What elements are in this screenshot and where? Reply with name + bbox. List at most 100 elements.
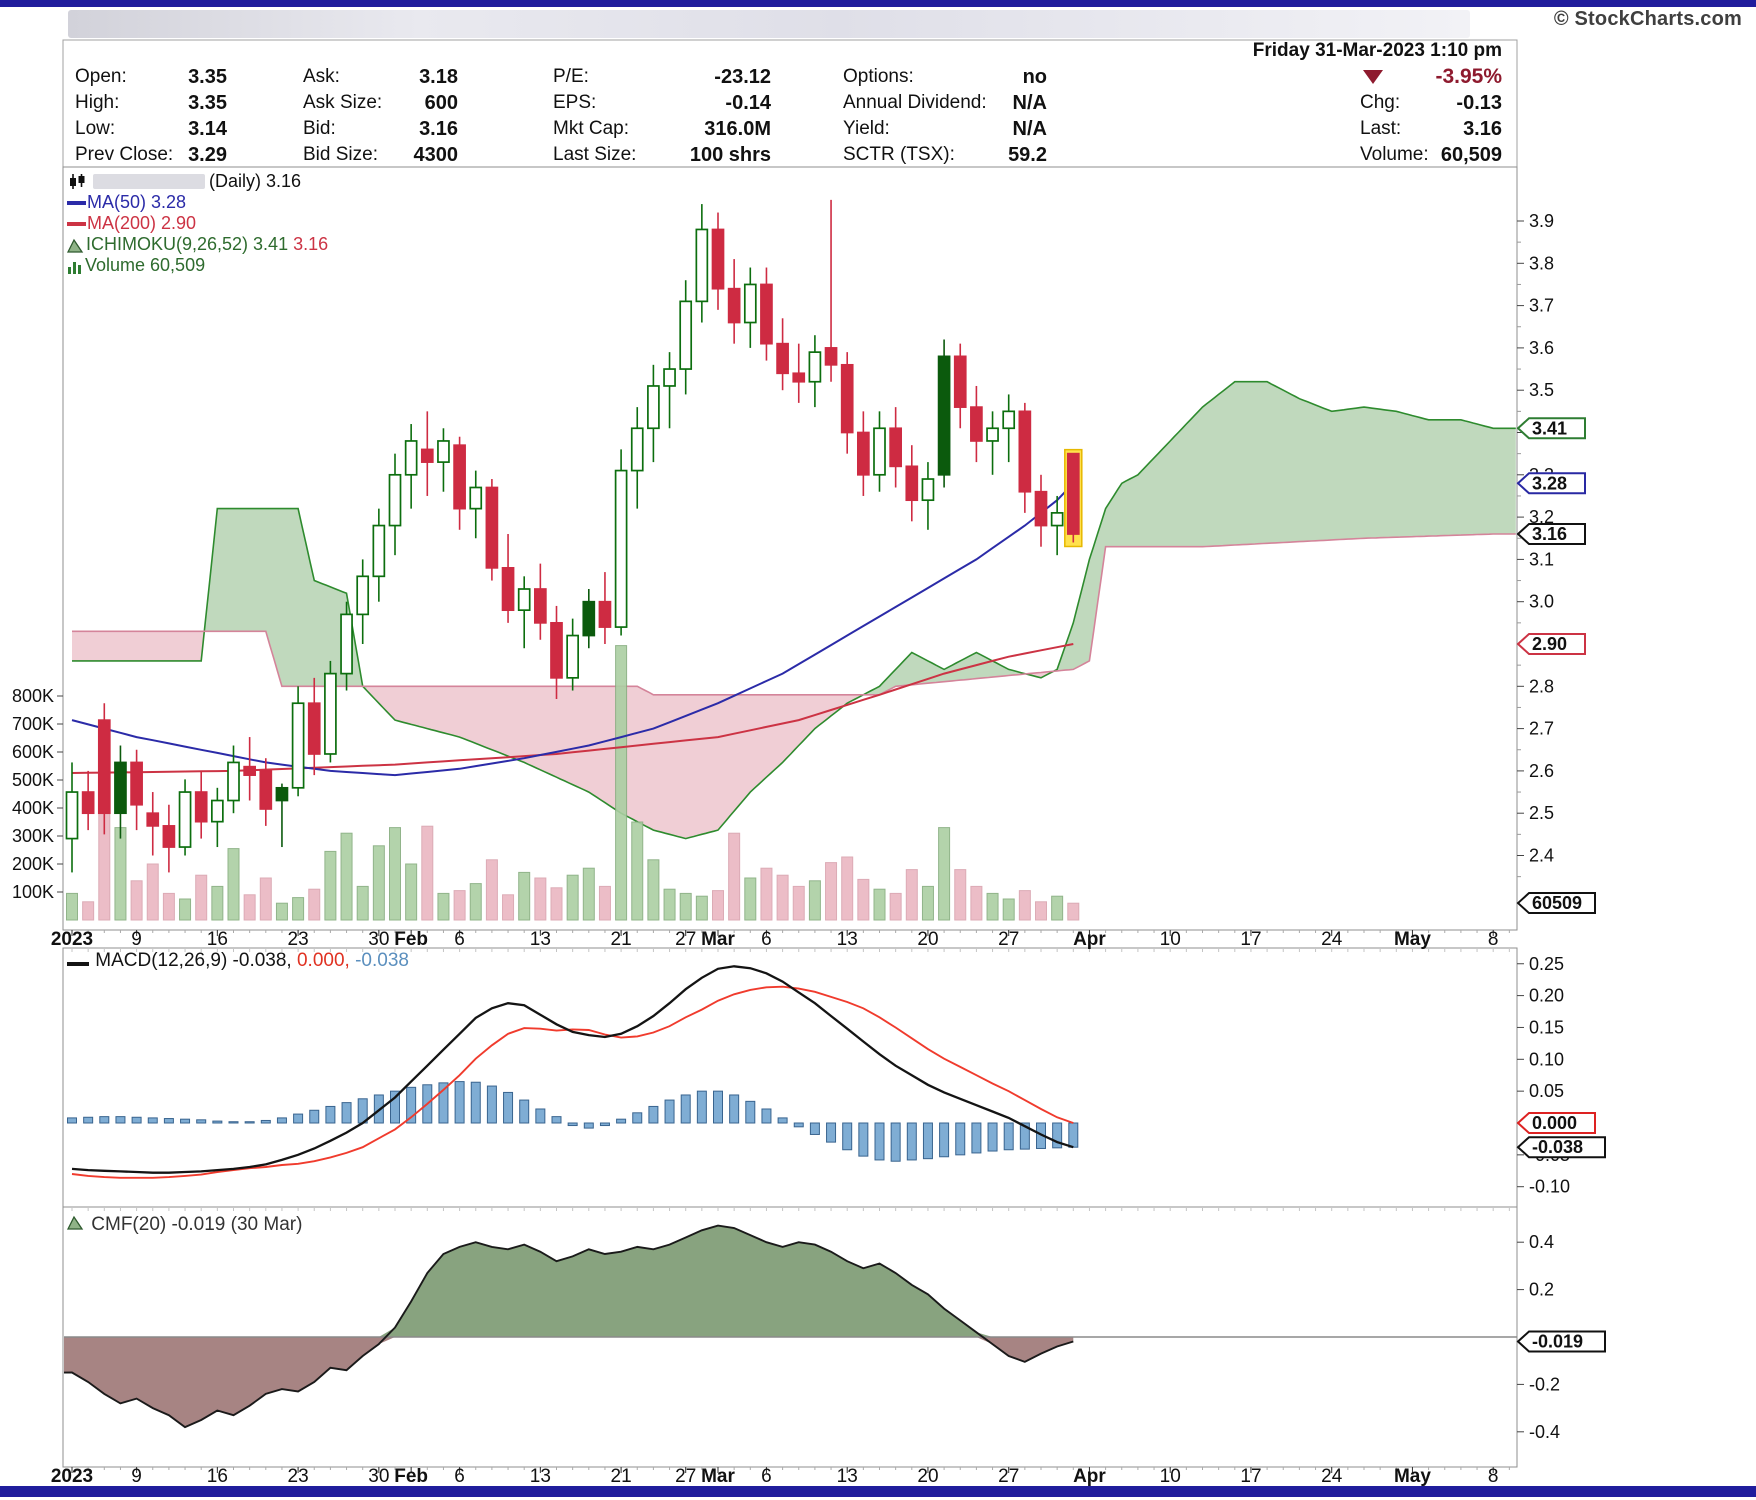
candle-body bbox=[291, 702, 305, 789]
candle-body bbox=[340, 613, 353, 675]
macd-histogram-bar bbox=[1019, 1122, 1030, 1150]
quote-row: EPS: -0.14 bbox=[553, 91, 771, 114]
cmf-tick-label: 0.2 bbox=[1529, 1280, 1554, 1300]
date-tick-label: 9 bbox=[131, 929, 142, 950]
candle-body bbox=[776, 342, 789, 375]
candle-body bbox=[921, 478, 935, 502]
candle-body bbox=[453, 444, 466, 510]
candle-body bbox=[420, 448, 434, 463]
quote-column-price: Open: 3.35 High: 3.35 Low: 3.14 Prev Close:… bbox=[75, 64, 227, 168]
candle-body bbox=[469, 486, 483, 510]
axis-badge: 3.16 bbox=[1516, 523, 1586, 546]
macd-histogram-bar bbox=[293, 1113, 304, 1124]
main-chart-legend: (Daily) 3.16 MA(50) 3.28 MA(200) 2.90 IC… bbox=[67, 171, 328, 276]
candle-body bbox=[324, 672, 337, 755]
date-tick-label: 27 bbox=[998, 929, 1019, 950]
volume-bar bbox=[275, 902, 288, 921]
badge-label: 2.90 bbox=[1532, 634, 1567, 654]
volume-bar bbox=[243, 894, 256, 921]
macd-histogram-bar bbox=[454, 1081, 465, 1124]
date-tick-label: 30 bbox=[368, 929, 389, 950]
macd-histogram-bar bbox=[955, 1122, 966, 1156]
macd-histogram-bar bbox=[906, 1122, 917, 1161]
candle-body bbox=[211, 799, 224, 823]
price-tick-label: 3.7 bbox=[1529, 296, 1554, 316]
badge-label: -0.019 bbox=[1532, 1332, 1583, 1352]
volume-bar bbox=[631, 821, 644, 921]
volume-bar bbox=[211, 885, 224, 921]
candle-body bbox=[114, 761, 127, 815]
volume-bar bbox=[841, 856, 854, 921]
axis-badge: 0.000 bbox=[1516, 1112, 1596, 1134]
macd-histogram-bar bbox=[809, 1122, 820, 1135]
volume-bar bbox=[889, 892, 902, 921]
candle-body bbox=[873, 427, 886, 476]
date-tick-label: 27 bbox=[998, 1466, 1019, 1487]
macd-histogram-bar bbox=[131, 1116, 142, 1124]
ichimoku-cloud bbox=[205, 508, 367, 691]
cmf-area bbox=[64, 1337, 1074, 1428]
candle-body bbox=[695, 228, 709, 303]
quote-row: Bid: 3.16 bbox=[303, 117, 458, 140]
volume-bar bbox=[760, 867, 773, 921]
macd-histogram-bar bbox=[260, 1119, 271, 1124]
candle-body bbox=[259, 770, 273, 810]
date-tick-label: 13 bbox=[530, 929, 551, 950]
candle-body bbox=[970, 406, 983, 442]
candle-body bbox=[856, 431, 870, 476]
date-tick-label: 6 bbox=[454, 929, 465, 950]
price-tick-label: 3.5 bbox=[1529, 380, 1554, 400]
candle-body bbox=[889, 427, 903, 468]
down-arrow-icon bbox=[1363, 70, 1384, 84]
candle-body bbox=[711, 228, 725, 290]
volume-bar bbox=[954, 869, 967, 921]
macd-histogram-bar bbox=[583, 1122, 594, 1129]
quote-row: Annual Dividend: N/A bbox=[843, 91, 1047, 114]
macd-histogram-bar bbox=[987, 1122, 998, 1152]
candle-body bbox=[840, 363, 854, 434]
badge-shape bbox=[1516, 1112, 1596, 1134]
date-tick-label: 9 bbox=[131, 1466, 142, 1487]
volume-bar bbox=[130, 880, 143, 921]
candle-body bbox=[614, 469, 628, 628]
candle-body bbox=[243, 765, 256, 776]
macd-histogram-bar bbox=[390, 1090, 400, 1124]
macd-histogram-bar bbox=[858, 1122, 869, 1157]
date-tick-label: 10 bbox=[1160, 1466, 1181, 1487]
date-tick-label: 2023 bbox=[51, 1466, 93, 1487]
date-tick-label: 17 bbox=[1240, 929, 1261, 950]
date-tick-label: 23 bbox=[288, 1466, 309, 1487]
volume-bar bbox=[195, 874, 208, 921]
macd-histogram-bar bbox=[212, 1120, 223, 1124]
macd-histogram-bar bbox=[470, 1081, 481, 1124]
macd-histogram-bar bbox=[664, 1099, 675, 1124]
candle-body bbox=[647, 385, 660, 430]
candle-body bbox=[824, 347, 838, 366]
candle-body bbox=[630, 427, 644, 472]
candle-body bbox=[533, 588, 547, 624]
quote-column-misc: Options: no Annual Dividend: N/A Yield: N/A… bbox=[843, 64, 1047, 168]
macd-histogram-bar bbox=[842, 1122, 853, 1151]
candle-body bbox=[130, 761, 143, 806]
ma50-line-icon bbox=[67, 200, 86, 205]
legend-ma50: MA(50) 3.28 bbox=[67, 192, 328, 213]
volume-bars-icon bbox=[67, 258, 83, 274]
macd-histogram-bar bbox=[939, 1122, 950, 1158]
macd-histogram-bar bbox=[777, 1117, 788, 1124]
price-tick-label: 3.8 bbox=[1529, 253, 1554, 273]
change-percent: -3.95% bbox=[1435, 65, 1502, 88]
candle-body bbox=[501, 567, 515, 612]
macd-histogram-bar bbox=[486, 1085, 497, 1124]
quote-column-askbid: Ask: 3.18 Ask Size: 600 Bid: 3.16 Bid Size:… bbox=[303, 64, 458, 168]
volume-bar bbox=[970, 885, 983, 921]
panel-tick-row bbox=[71, 1208, 1510, 1211]
candle-body bbox=[582, 600, 596, 637]
badge-label: 3.28 bbox=[1532, 473, 1567, 493]
volume-bar bbox=[905, 869, 918, 921]
volume-bar bbox=[389, 827, 401, 921]
macd-histogram-bar bbox=[503, 1091, 514, 1124]
candle-body bbox=[307, 702, 321, 755]
volume-bar bbox=[938, 827, 951, 921]
volume-tick-label: 100K bbox=[12, 882, 54, 902]
quote-column-change: Chg: -0.13 Last: 3.16 Volume: 60,509 bbox=[1360, 90, 1502, 168]
